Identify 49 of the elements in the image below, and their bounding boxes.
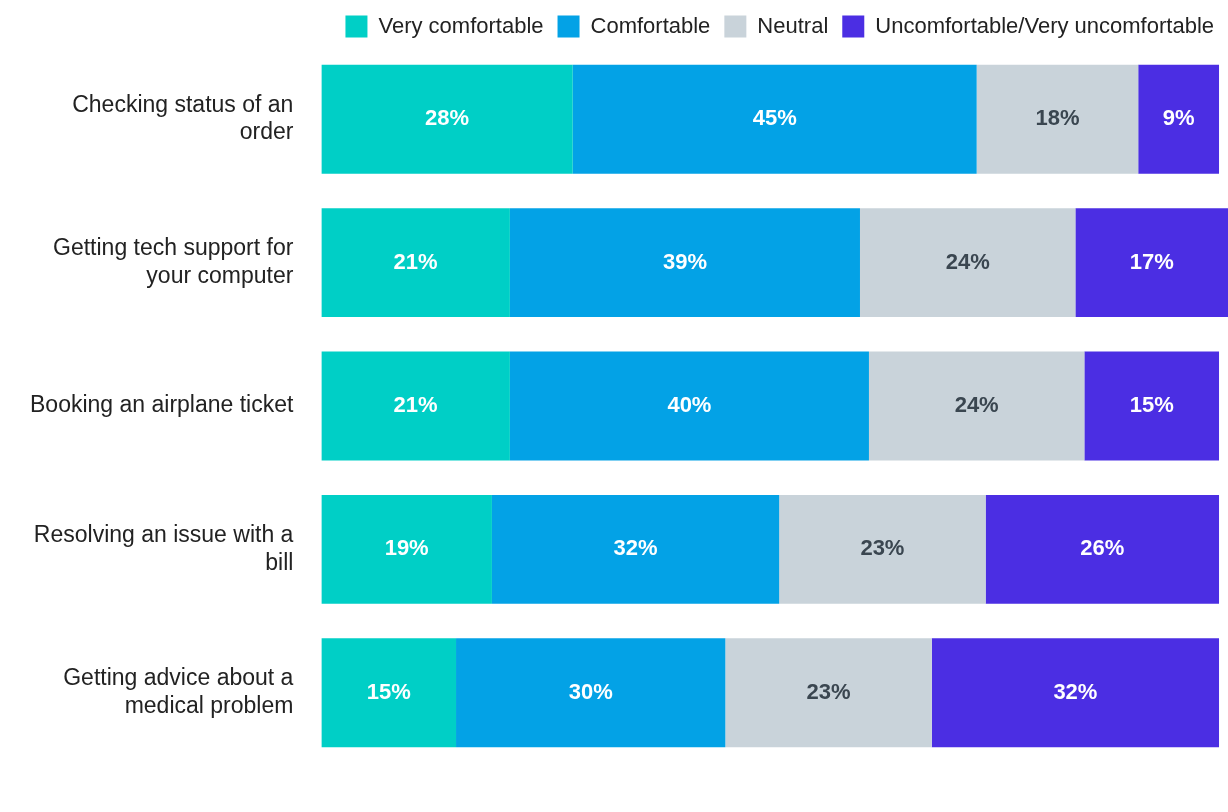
data-label: 39% <box>662 248 707 274</box>
y-tick-label: Resolving an issue with a bill <box>33 520 294 575</box>
data-label: 21% <box>393 248 438 274</box>
y-tick-label: Getting tech support for your computer <box>53 234 294 288</box>
legend-label: Very comfortable <box>378 12 544 38</box>
bar <box>931 638 1220 748</box>
bar <box>321 638 457 748</box>
bar <box>509 351 869 461</box>
data-label: 28% <box>425 105 470 131</box>
data-label: 32% <box>1053 678 1098 704</box>
bar <box>509 208 860 318</box>
data-label: 23% <box>860 535 905 561</box>
bar <box>868 351 1085 461</box>
bar <box>321 64 573 174</box>
data-label: 24% <box>954 392 999 418</box>
bar <box>1075 208 1228 318</box>
bar <box>491 494 780 604</box>
legend-label: Neutral <box>757 12 829 38</box>
y-tick-label: Checking status of an order <box>72 90 294 145</box>
bar <box>1084 351 1220 461</box>
bar <box>572 64 977 174</box>
data-label: 24% <box>945 248 990 274</box>
bar <box>725 638 932 748</box>
data-label: 19% <box>384 535 429 561</box>
data-label: 30% <box>568 678 613 704</box>
legend-label: Uncomfortable/Very uncomfortable <box>875 12 1215 38</box>
y-tick-label: Booking an airplane ticket <box>30 391 294 418</box>
data-label: 23% <box>806 678 851 704</box>
bar <box>976 64 1139 174</box>
data-label: 17% <box>1129 248 1174 274</box>
bar <box>456 638 726 748</box>
data-label: 15% <box>1129 392 1174 418</box>
data-label: 40% <box>667 392 712 418</box>
bar <box>321 351 510 461</box>
data-label: 21% <box>393 392 438 418</box>
bar <box>779 494 986 604</box>
bar <box>859 208 1076 318</box>
data-label: 45% <box>752 105 797 131</box>
data-label: 15% <box>366 678 411 704</box>
bar <box>321 494 492 604</box>
legend-label: Comfortable <box>590 12 711 38</box>
bar <box>1138 64 1220 174</box>
data-label: 18% <box>1035 105 1080 131</box>
bar <box>985 494 1220 604</box>
y-tick-label: Getting advice about a medical problem <box>63 664 294 718</box>
bar <box>321 208 510 318</box>
data-label: 32% <box>613 535 658 561</box>
data-label: 9% <box>1162 105 1195 131</box>
data-label: 26% <box>1080 535 1125 561</box>
